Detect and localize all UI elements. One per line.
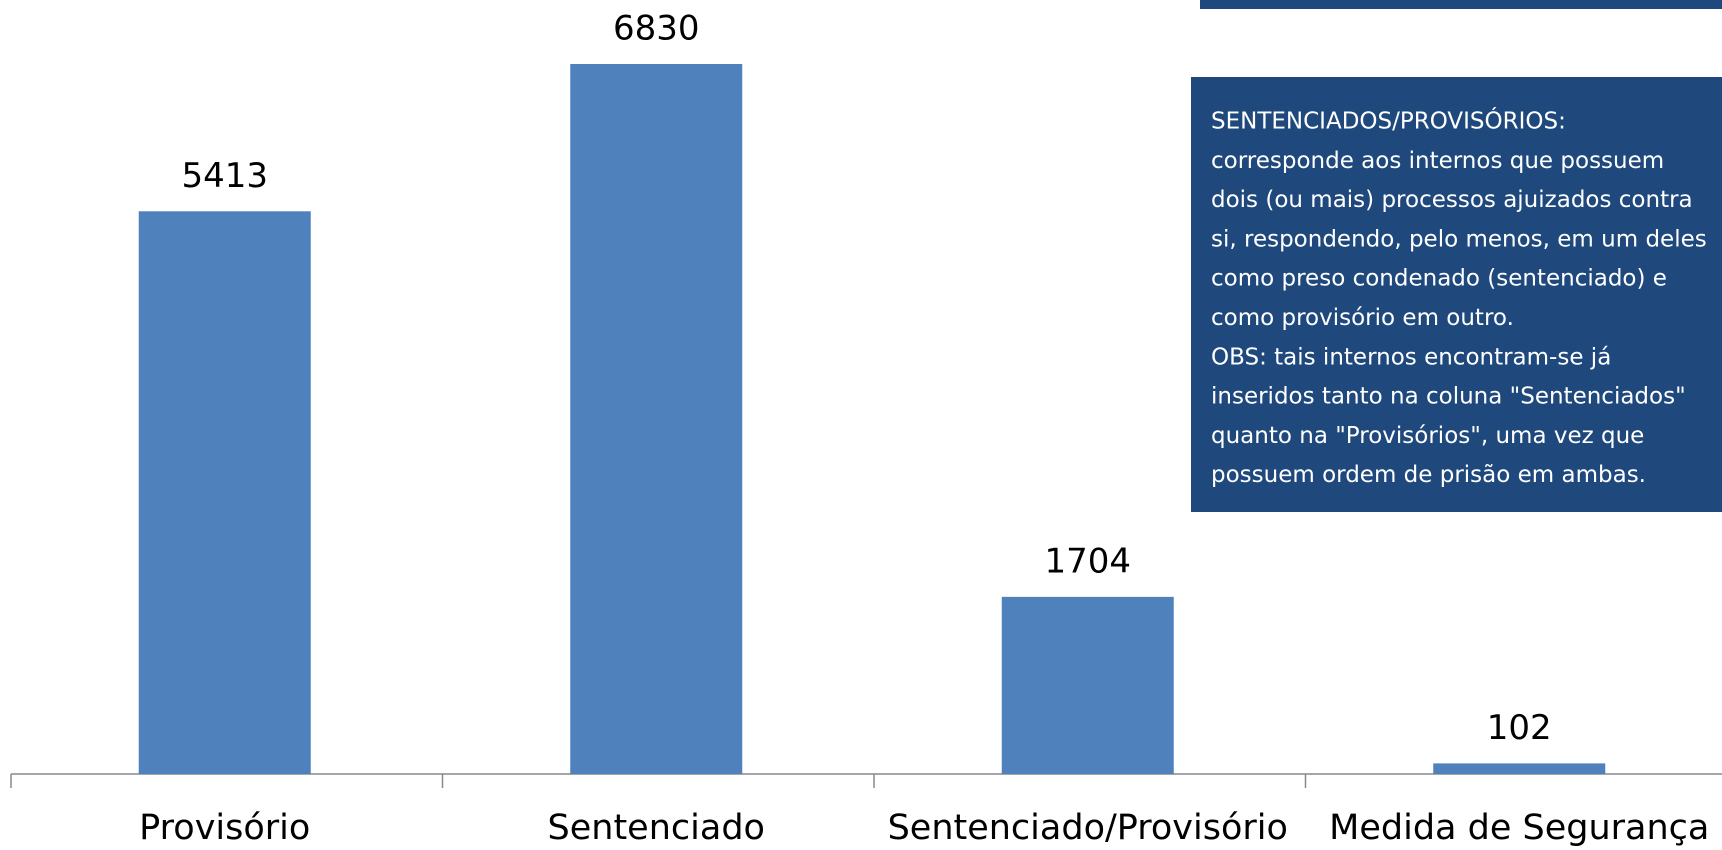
x-tick-label: Sentenciado: [548, 808, 765, 848]
x-tick-label: Medida de Segurança: [1329, 808, 1709, 848]
bar: [138, 211, 311, 774]
x-tick-label: Sentenciado/Provisório: [888, 808, 1288, 848]
value-label: 6830: [613, 9, 700, 49]
bar: [1433, 763, 1606, 774]
bar: [570, 64, 743, 774]
value-label: 1704: [1044, 541, 1131, 581]
annotation-box: [1191, 77, 1722, 512]
value-label: 5413: [181, 156, 268, 196]
annotation-line: corresponde aos internos que possuem: [1211, 148, 1664, 174]
bar: [1001, 596, 1174, 774]
annotation-line: como preso condenado (sentenciado) e: [1211, 266, 1667, 292]
value-label: 102: [1487, 708, 1552, 748]
header-box: [1200, 0, 1722, 9]
annotation-line: OBS: tais internos encontram-se já: [1211, 344, 1611, 370]
annotation-line: SENTENCIADOS/PROVISÓRIOS:: [1211, 107, 1566, 135]
annotation-line: quanto na "Provisórios", uma vez que: [1211, 423, 1644, 449]
annotation-line: inseridos tanto na coluna "Sentenciados": [1211, 384, 1686, 410]
annotation-line: si, respondendo, pelo menos, em um deles: [1211, 226, 1707, 252]
annotation-line: possuem ordem de prisão em ambas.: [1211, 462, 1646, 488]
annotation-line: dois (ou mais) processos ajuizados contr…: [1211, 187, 1693, 213]
x-tick-label: Provisório: [139, 808, 310, 848]
annotation-line: como provisório em outro.: [1211, 305, 1514, 331]
